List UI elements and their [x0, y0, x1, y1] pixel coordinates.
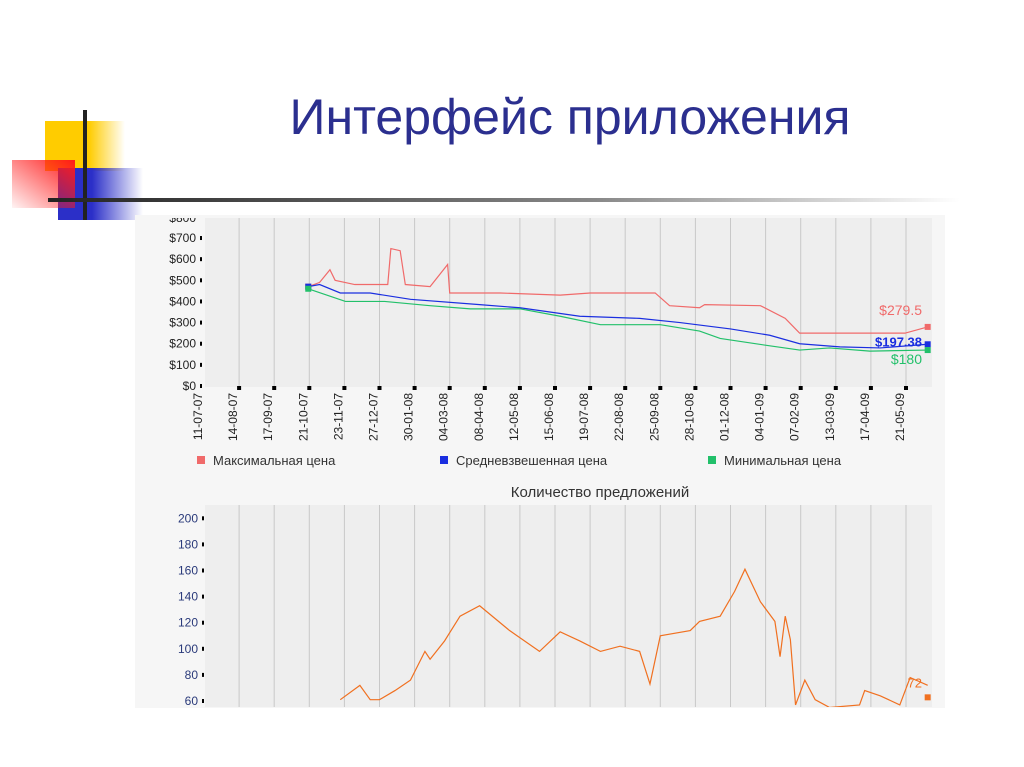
series-end-label: $197.38 [875, 334, 922, 349]
x-tick-mark [237, 386, 242, 390]
y-tick-label: $500 [169, 273, 196, 287]
series-end-marker [924, 341, 931, 348]
x-tick-label: 17-04-09 [858, 393, 872, 441]
x-tick-label: 25-09-08 [647, 393, 661, 441]
y-tick-label: $100 [169, 358, 196, 372]
y-tick-mark [200, 257, 202, 262]
y-tick-mark [200, 299, 202, 304]
y-tick-label: 100 [178, 642, 198, 656]
series-line-1 [308, 283, 928, 349]
plot-area [205, 218, 932, 387]
y-tick-mark [202, 542, 204, 547]
x-tick-label: 08-04-08 [472, 393, 486, 441]
x-tick-mark [517, 386, 522, 390]
x-tick-mark [553, 386, 557, 390]
x-tick-label: 21-05-09 [893, 393, 907, 441]
y-tick-mark [200, 278, 202, 283]
x-tick-mark [377, 386, 382, 390]
x-tick-label: 23-11-07 [331, 393, 345, 440]
y-tick-label: $300 [169, 316, 196, 330]
y-tick-mark [200, 320, 202, 325]
x-tick-mark [342, 386, 347, 390]
x-tick-mark [798, 386, 803, 390]
y-tick-mark [202, 699, 204, 703]
offers-series-group [339, 567, 928, 707]
x-tick-mark [693, 386, 698, 390]
series-start-marker [305, 285, 312, 292]
x-tick-mark [272, 386, 277, 390]
y-tick-label: 200 [178, 511, 198, 525]
y-tick-label: $200 [169, 337, 196, 351]
x-tick-label: 13-03-09 [823, 393, 837, 441]
y-tick-mark [202, 620, 204, 625]
series-end-label: $279.5 [879, 302, 922, 318]
y-tick-mark [202, 672, 204, 677]
x-tick-mark [447, 386, 452, 390]
y-tick-label: $400 [169, 294, 196, 308]
y-tick-label: $0 [183, 379, 197, 393]
series-end-marker [924, 323, 931, 330]
x-tick-label: 30-01-08 [402, 393, 416, 441]
slide-logo-decoration [12, 110, 960, 220]
y-tick-mark [200, 236, 202, 241]
y-tick-label-clipped: $800 [169, 211, 196, 225]
x-tick-label: 11-07-07 [191, 393, 205, 440]
offers-line [339, 567, 928, 707]
x-tick-mark [868, 386, 873, 390]
x-tick-label: 04-03-08 [437, 393, 451, 441]
chart-title: Количество предложений [511, 484, 689, 501]
series-line-2 [308, 288, 928, 352]
x-tick-label: 27-12-07 [367, 393, 381, 441]
x-tick-label: 17-09-07 [261, 393, 275, 441]
y-tick-mark [200, 384, 202, 388]
x-tick-label: 21-10-07 [296, 393, 310, 441]
y-tick-mark [200, 341, 202, 346]
legend-swatch [197, 456, 205, 464]
x-tick-label: 19-07-08 [577, 393, 591, 441]
y-tick-label: $600 [169, 252, 196, 266]
y-tick-mark [202, 568, 204, 573]
series-end-marker [924, 694, 931, 701]
x-tick-label: 04-01-09 [753, 393, 767, 441]
y-tick-mark [202, 516, 204, 521]
x-tick-label: 07-02-09 [788, 393, 802, 441]
x-tick-label: 22-08-08 [612, 393, 626, 441]
series-end-label: $180 [891, 351, 922, 367]
y-tick-label: 120 [178, 616, 198, 630]
x-tick-label: 12-05-08 [507, 393, 521, 441]
x-tick-mark [728, 386, 733, 390]
x-tick-mark [482, 386, 487, 390]
x-tick-mark [763, 386, 768, 390]
slide-title: Интерфейс приложения [289, 89, 851, 145]
y-tick-label: 180 [178, 537, 198, 551]
x-tick-mark [307, 386, 312, 390]
y-tick-label: 80 [185, 668, 199, 682]
x-tick-label: 14-08-07 [226, 393, 240, 441]
y-tick-label: 140 [178, 590, 198, 604]
legend-label: Минимальная цена [724, 453, 842, 468]
x-tick-mark [623, 386, 628, 390]
x-tick-label: 15-06-08 [542, 393, 556, 441]
legend-swatch [708, 456, 716, 464]
y-tick-label: 60 [185, 694, 199, 708]
y-tick-label: $700 [169, 231, 196, 245]
x-tick-label: 28-10-08 [682, 393, 696, 441]
x-tick-mark [658, 386, 663, 390]
series-end-label: 72 [908, 675, 922, 690]
x-tick-label: 01-12-08 [718, 393, 732, 441]
y-tick-mark [202, 646, 204, 651]
legend-swatch [440, 456, 448, 464]
plot-area [205, 505, 932, 707]
x-tick-mark [412, 386, 417, 390]
legend-label: Средневзвешенная цена [456, 453, 608, 468]
y-tick-mark [200, 362, 202, 367]
x-tick-mark [833, 386, 838, 390]
y-tick-mark [202, 594, 204, 599]
y-tick-label: 160 [178, 564, 198, 578]
series-end-marker [924, 347, 931, 354]
x-tick-mark [904, 386, 908, 390]
legend-label: Максимальная цена [213, 453, 336, 468]
x-tick-mark [588, 386, 593, 390]
